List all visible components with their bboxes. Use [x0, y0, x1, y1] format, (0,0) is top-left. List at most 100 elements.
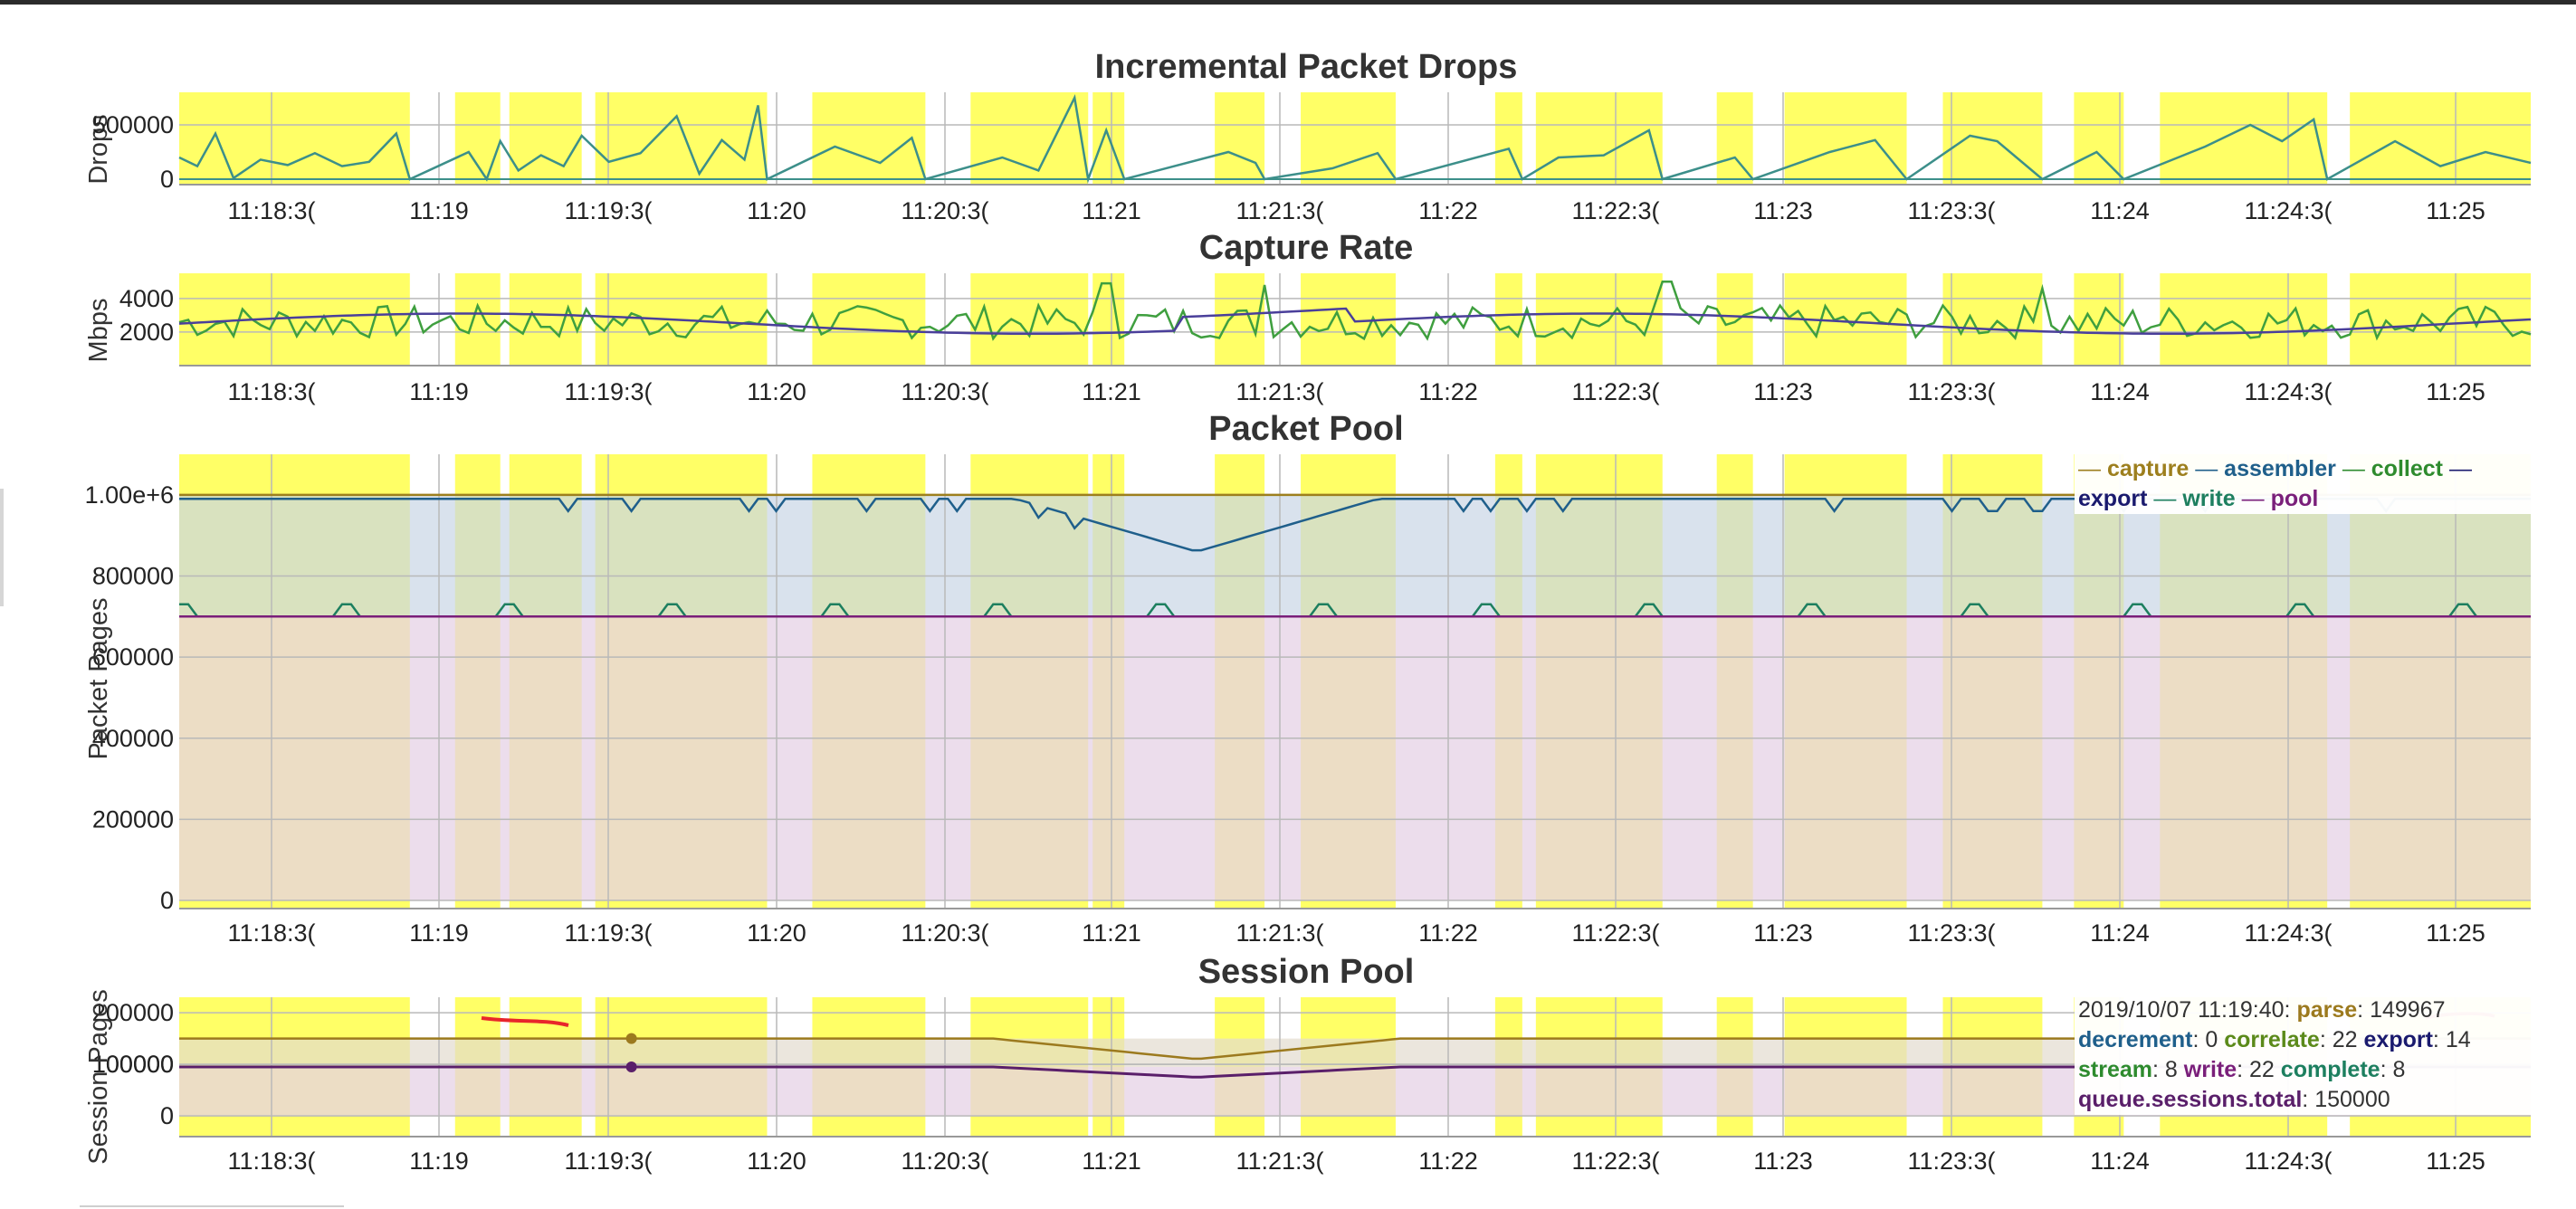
- hover-marker-total: [625, 1061, 637, 1072]
- x-tick-label: 11:24:3(: [2244, 378, 2332, 405]
- x-tick-label: 11:22:3(: [1571, 1147, 1659, 1175]
- legend-item-export[interactable]: export: [2078, 486, 2148, 511]
- series-lines: [178, 93, 2532, 184]
- highlight-bands: [179, 273, 2531, 366]
- x-tick-label: 11:23:3(: [1907, 919, 1995, 947]
- hover-key-correlate: correlate: [2224, 1027, 2320, 1052]
- y-axis-label: Mbps: [84, 299, 113, 363]
- x-tick-label: 11:20: [747, 919, 806, 947]
- x-tick-labels: 11:18:3(11:19 11:19:3(11:20 11:20:3(11:21 1…: [227, 378, 2485, 405]
- x-tick-label: 11:20:3(: [901, 1147, 988, 1175]
- x-tick-label: 11:24:3(: [2244, 197, 2332, 224]
- x-tick-label: 11:24: [2090, 197, 2150, 224]
- x-tick-label: 11:22: [1418, 1147, 1478, 1175]
- x-tick-label: 11:22:3(: [1571, 197, 1659, 224]
- hover-value-write: 22: [2249, 1057, 2275, 1082]
- highlight-band: [2350, 92, 2531, 185]
- chart-title: Incremental Packet Drops: [1095, 48, 1518, 86]
- legend-item-assembler[interactable]: — assembler: [2195, 456, 2336, 481]
- x-tick-label: 11:19:3(: [564, 919, 652, 947]
- x-tick-label: 11:21: [1082, 378, 1141, 405]
- highlight-band: [1092, 273, 1125, 366]
- x-tick-labels: 11:18:3(11:19 11:19:3(11:20 11:20:3(11:21 1…: [227, 197, 2485, 224]
- x-tick-label: 11:19: [409, 1147, 469, 1175]
- x-tick-label: 11:25: [2426, 919, 2485, 947]
- highlight-band: [1784, 92, 1907, 185]
- hover-key-complete: complete: [2280, 1057, 2380, 1082]
- x-tick-label: 11:24:3(: [2244, 1147, 2332, 1175]
- x-tick-label: 11:21:3(: [1236, 378, 1323, 405]
- x-tick-label: 11:23: [1753, 197, 1813, 224]
- x-tick-label: 11:21:3(: [1236, 919, 1323, 947]
- highlight-band: [179, 273, 410, 366]
- packet-drops-chart[interactable]: Incremental Packet Drops Drops 500000 0 1…: [84, 48, 2532, 224]
- x-tick-label: 11:21: [1082, 197, 1141, 224]
- y-tick-labels: 500000 0: [92, 111, 174, 193]
- x-tick-label: 11:19: [409, 197, 469, 224]
- y-tick-labels: 4000 2000: [119, 285, 174, 346]
- highlight-band: [1942, 273, 2043, 366]
- highlight-band: [2074, 92, 2124, 185]
- x-tick-label: 11:19: [409, 378, 469, 405]
- grid-lines: [179, 273, 2531, 367]
- hover-value-export: 14: [2445, 1027, 2471, 1052]
- packet-pool-chart[interactable]: Packet Pool 1.00e+6 800000 600000 400000 200…: [84, 410, 2531, 947]
- x-tick-label: 11:22:3(: [1571, 919, 1659, 947]
- y-axis-label: Session Pages: [84, 989, 113, 1164]
- packet-pool-legend: — capture — assembler — collect — export…: [2075, 451, 2538, 514]
- highlight-band: [1215, 273, 1265, 366]
- x-tick-label: 11:24: [2090, 919, 2150, 947]
- capture-rate-chart[interactable]: Capture Rate Mbps 4000 2000 11:18:3(11:19…: [84, 229, 2532, 405]
- window-top-border: [0, 0, 2576, 5]
- highlight-band: [509, 273, 582, 366]
- scrollbar-edge: [0, 489, 4, 606]
- highlight-band: [595, 92, 768, 185]
- x-tick-label: 11:20: [747, 197, 806, 224]
- y-axis-label: Drops: [84, 114, 113, 184]
- hover-key-decrement: decrement: [2078, 1027, 2193, 1052]
- highlight-band: [2160, 273, 2328, 366]
- x-tick-label: 11:25: [2426, 1147, 2485, 1175]
- x-tick-label: 11:20:3(: [901, 197, 988, 224]
- legend-item-write[interactable]: — write: [2153, 486, 2236, 511]
- series-areas: [179, 494, 2531, 901]
- legend-item-capture[interactable]: — capture: [2078, 456, 2190, 481]
- y-tick-label: 600000: [92, 643, 174, 671]
- hover-marker-parse: [625, 1033, 637, 1044]
- x-tick-label: 11:23:3(: [1907, 1147, 1995, 1175]
- y-tick-label: 500000: [92, 111, 174, 138]
- hover-value-total: 150000: [2314, 1087, 2390, 1112]
- chart-title: Packet Pool: [1208, 410, 1403, 448]
- highlight-band: [1942, 92, 2043, 185]
- legend-item-pool[interactable]: — pool: [2241, 486, 2319, 511]
- x-tick-label: 11:25: [2426, 378, 2485, 405]
- x-tick-label: 11:20: [747, 378, 806, 405]
- highlight-bands: [179, 92, 2531, 185]
- y-tick-label: 100000: [92, 1051, 174, 1078]
- assembler-area: [179, 494, 2531, 617]
- x-tick-label: 11:18:3(: [227, 378, 315, 405]
- legend-item-collect[interactable]: — collect: [2342, 456, 2443, 481]
- y-tick-label: 200000: [92, 805, 174, 833]
- hover-value-decrement: 0: [2205, 1027, 2218, 1052]
- highlight-band: [1716, 92, 1753, 185]
- y-tick-labels: 1.00e+6 800000 600000 400000 200000 0: [85, 481, 174, 914]
- y-tick-label: 0: [160, 166, 174, 193]
- x-tick-label: 11:21: [1082, 919, 1141, 947]
- x-tick-label: 11:19:3(: [564, 197, 652, 224]
- hover-key-parse: parse: [2296, 997, 2358, 1023]
- highlight-band: [2160, 92, 2328, 185]
- x-tick-label: 11:20:3(: [901, 919, 988, 947]
- highlight-band: [509, 92, 582, 185]
- y-axis-label: Packet Pages: [84, 598, 113, 760]
- y-tick-label: 200000: [92, 999, 174, 1026]
- highlight-band: [1494, 273, 1522, 366]
- highlight-band: [1215, 92, 1265, 185]
- y-tick-label: 4000: [119, 285, 174, 312]
- y-tick-label: 0: [160, 887, 174, 914]
- hover-key-total: queue.sessions.total: [2078, 1087, 2303, 1112]
- x-tick-label: 11:22: [1418, 919, 1478, 947]
- hover-timestamp: 2019/10/07 11:19:40: [2078, 997, 2285, 1023]
